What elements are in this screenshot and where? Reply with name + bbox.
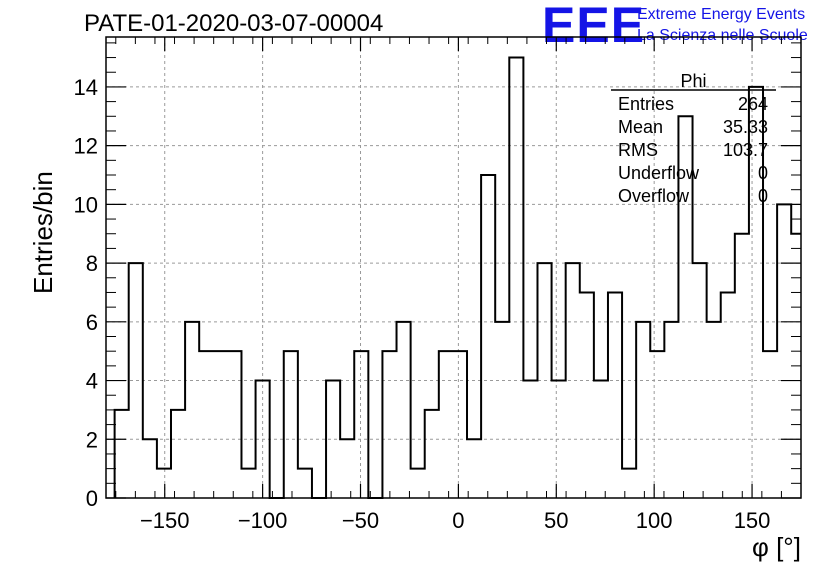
histogram-bin <box>411 469 425 498</box>
histogram-bin <box>608 292 622 498</box>
x-tick-label: 100 <box>636 508 673 533</box>
histogram-bin <box>664 322 678 498</box>
x-tick-label: −150 <box>140 508 190 533</box>
histogram-bin <box>481 175 495 498</box>
histogram-bin <box>622 469 636 498</box>
histogram-bin <box>171 410 185 498</box>
x-axis-label: φ [°] <box>752 532 801 562</box>
histogram-bin <box>157 469 171 498</box>
histogram-bin <box>650 351 664 498</box>
histogram-bin <box>453 351 467 498</box>
stats-value: 264 <box>738 94 768 114</box>
histogram-outline <box>113 56 801 499</box>
stats-value: 0 <box>758 163 768 183</box>
x-tick-label: 150 <box>734 508 771 533</box>
stats-value: 35.33 <box>723 117 768 137</box>
stats-value: 103.7 <box>723 140 768 160</box>
histogram-bin <box>213 351 227 498</box>
stats-value: 0 <box>758 186 768 206</box>
stats-name: Phi <box>680 71 706 91</box>
x-tick-label: 50 <box>544 508 568 533</box>
y-tick-label: 10 <box>74 192 98 217</box>
histogram-bin <box>509 58 523 498</box>
y-tick-label: 4 <box>86 369 98 394</box>
eee-logo: EEE <box>542 0 646 53</box>
stats-label: Entries <box>618 94 674 114</box>
histogram-bin <box>495 322 509 498</box>
histogram-bin <box>241 469 255 498</box>
histogram-bin <box>382 351 396 498</box>
histogram-bin <box>284 351 298 498</box>
x-tick-label: −50 <box>342 508 379 533</box>
plot-frame <box>105 36 802 499</box>
histogram-bin <box>397 322 411 498</box>
histogram-bin <box>298 469 312 498</box>
histogram-bin <box>143 439 157 498</box>
histogram-bin <box>580 292 594 498</box>
histogram-bin <box>340 439 354 498</box>
logo-caption-line2: La Scienza nelle Scuole <box>637 27 808 44</box>
y-tick-label: 14 <box>74 75 98 100</box>
x-tick-label: 0 <box>452 508 464 533</box>
histogram-bin <box>185 322 199 498</box>
histogram-bin <box>227 351 241 498</box>
stats-label: RMS <box>618 140 658 160</box>
stats-label: Underflow <box>618 163 700 183</box>
histogram-bin <box>636 322 650 498</box>
histogram-bin <box>425 410 439 498</box>
histogram-bin <box>763 351 777 498</box>
y-tick-label: 8 <box>86 251 98 276</box>
y-tick-label: 0 <box>86 486 98 511</box>
histogram-bin <box>735 234 749 498</box>
histogram-bin <box>115 410 129 498</box>
y-tick-label: 12 <box>74 134 98 159</box>
logo-caption: Extreme Energy Events La Scienza nelle S… <box>637 4 808 46</box>
histogram-bin <box>199 351 213 498</box>
y-tick-label: 6 <box>86 310 98 335</box>
chart-title: PATE-01-2020-03-07-00004 <box>84 10 384 37</box>
histogram-bin <box>439 351 453 498</box>
logo-caption-line1: Extreme Energy Events <box>637 6 806 23</box>
histogram-bin <box>707 322 721 498</box>
histogram-bin <box>566 263 580 498</box>
histogram-bin <box>523 381 537 498</box>
histogram-bin <box>777 204 791 498</box>
histogram-bin <box>354 351 368 498</box>
histogram-bin <box>467 439 481 498</box>
stats-label: Mean <box>618 117 663 137</box>
histogram-bin <box>721 292 735 498</box>
y-tick-label: 2 <box>86 427 98 452</box>
x-tick-label: −100 <box>238 508 288 533</box>
stats-label: Overflow <box>618 186 690 206</box>
